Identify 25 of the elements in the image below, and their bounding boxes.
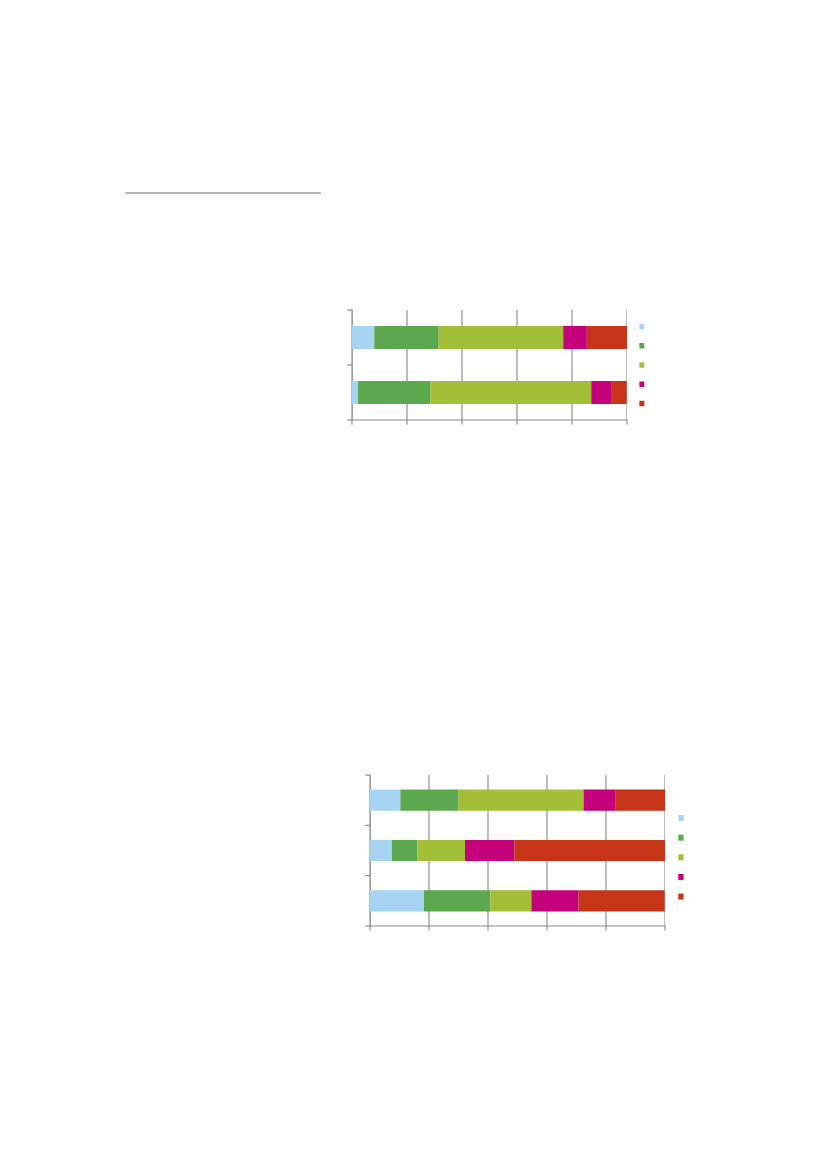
bar xyxy=(586,325,627,350)
bar xyxy=(352,325,375,350)
bar xyxy=(370,789,401,811)
bar xyxy=(563,325,587,350)
bar xyxy=(374,325,439,350)
bar xyxy=(391,839,418,862)
bar xyxy=(417,839,465,862)
bar xyxy=(464,839,515,862)
bar xyxy=(583,789,616,811)
bar xyxy=(615,789,665,811)
bar xyxy=(423,890,491,912)
bar xyxy=(611,380,627,405)
bar xyxy=(591,380,612,405)
bar xyxy=(430,380,592,405)
bar xyxy=(358,380,431,405)
bar xyxy=(352,380,359,405)
bar xyxy=(370,839,392,862)
bar xyxy=(490,890,532,912)
bar xyxy=(400,789,459,811)
bar xyxy=(578,890,665,912)
bar xyxy=(458,789,584,811)
bar xyxy=(531,890,579,912)
bar xyxy=(370,890,424,912)
bar xyxy=(514,839,665,862)
bar xyxy=(438,325,564,350)
